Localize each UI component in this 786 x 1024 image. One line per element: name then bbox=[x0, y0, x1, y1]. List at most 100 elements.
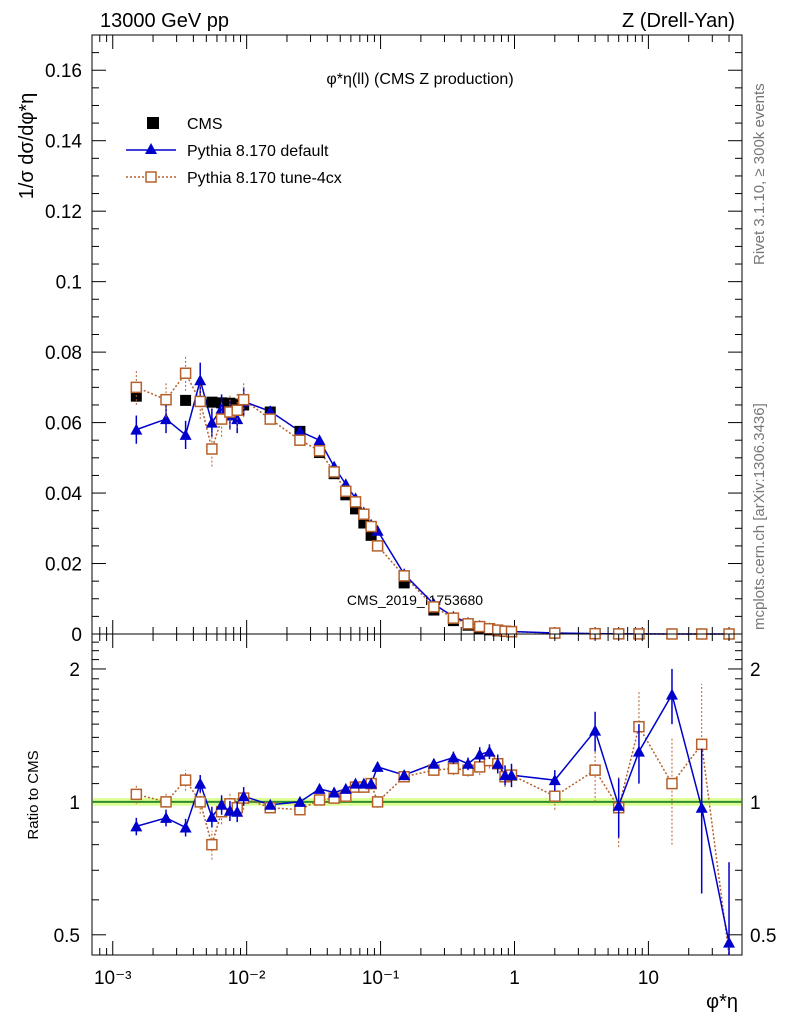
ratio-default-point bbox=[215, 798, 228, 810]
main-panel: 0 0.02 0.04 0.06 0.08 0.1 0.12 0.14 0.16 1/σ dσ/… bbox=[16, 34, 743, 646]
x-tick-labels: 10⁻³ 10⁻² 10⁻¹ 1 10 bbox=[94, 968, 659, 989]
legend: CMS Pythia 8.170 default Pythia 8.170 tu… bbox=[126, 116, 342, 187]
ratio-default-point bbox=[205, 810, 218, 822]
ratio-tune-point bbox=[313, 794, 326, 806]
tune-point bbox=[294, 434, 306, 446]
ratio-default-point bbox=[695, 801, 708, 813]
ratio-default-point bbox=[237, 790, 250, 802]
ratio-default-point bbox=[328, 786, 341, 798]
tune-point bbox=[340, 485, 352, 498]
ratio-default-point bbox=[371, 760, 384, 772]
tune-point bbox=[231, 404, 243, 417]
ratio-default-point bbox=[632, 745, 645, 757]
y-tick-label-main: 0.12 bbox=[45, 202, 82, 223]
y-tick-label-ratio-right: 2 bbox=[750, 660, 761, 681]
legend-marker-tune bbox=[145, 171, 157, 183]
ratio-default-point bbox=[427, 757, 440, 769]
ratio-default-point bbox=[231, 805, 244, 817]
y-tick-label-ratio-right: 1 bbox=[750, 793, 761, 814]
ratio-tune-point bbox=[695, 738, 708, 751]
y-tick-label-main: 0.02 bbox=[45, 555, 82, 576]
ratio-tune-point bbox=[666, 777, 678, 790]
cms-point bbox=[358, 517, 370, 529]
ratio-tune-point bbox=[473, 761, 486, 773]
legend-label-cms: CMS bbox=[187, 116, 223, 133]
default-point bbox=[194, 374, 207, 386]
ratio-default-point bbox=[264, 798, 277, 810]
main-axis-ticks bbox=[91, 34, 743, 635]
header-right: Z (Drell-Yan) bbox=[622, 10, 735, 32]
tune-point bbox=[365, 520, 377, 533]
default-point bbox=[371, 524, 384, 536]
y-tick-label-main: 0.06 bbox=[45, 414, 82, 435]
y-tick-label-main: 0.14 bbox=[45, 132, 82, 153]
cms-point bbox=[231, 398, 243, 410]
tune-point bbox=[371, 540, 384, 552]
ratio-default-point bbox=[313, 782, 326, 794]
y-tick-label-ratio: 1 bbox=[69, 793, 80, 814]
tune-point bbox=[215, 413, 228, 425]
y-tick-label-main: 0.04 bbox=[45, 484, 82, 505]
ratio-tune-point bbox=[371, 796, 384, 808]
main-y-tick-labels: 0 0.02 0.04 0.06 0.08 0.1 0.12 0.14 0.16 bbox=[45, 61, 82, 646]
tune-point bbox=[328, 466, 340, 478]
tune-point bbox=[206, 443, 218, 455]
ratio-default-point bbox=[665, 688, 678, 700]
cms-point bbox=[350, 503, 362, 515]
ratio-tune-point bbox=[206, 838, 218, 851]
ratio-default-point bbox=[160, 811, 173, 823]
ratio-default-point bbox=[194, 777, 207, 789]
ratio-axis-ticks bbox=[91, 633, 743, 955]
ratio-tune-point bbox=[130, 788, 143, 801]
legend-label-default: Pythia 8.170 default bbox=[187, 143, 329, 160]
cms-point bbox=[180, 394, 192, 406]
default-point bbox=[179, 428, 192, 440]
ratio-default-point bbox=[505, 769, 518, 781]
ratio-default-point bbox=[491, 757, 504, 769]
y-tick-label-main: 0.08 bbox=[45, 343, 82, 364]
y-tick-label-main: 0 bbox=[71, 625, 82, 646]
ratio-default-point bbox=[223, 804, 236, 816]
x-tick-label: 1 bbox=[509, 968, 520, 989]
tune-point bbox=[447, 612, 460, 624]
ratio-tune-point bbox=[589, 764, 601, 776]
tune-point bbox=[358, 508, 370, 520]
tune-point bbox=[505, 625, 518, 638]
ratio-tune-point bbox=[194, 796, 206, 808]
x-tick-label: 10⁻² bbox=[228, 968, 266, 989]
analysis-watermark: CMS_2019_I1753680 bbox=[347, 592, 483, 608]
tune-point bbox=[313, 445, 326, 457]
mcplots-source-label: mcplots.cern.ch [arXiv:1306.3436] bbox=[751, 403, 768, 630]
x-axis-label: φ*η bbox=[706, 991, 738, 1013]
ratio-tune-point bbox=[447, 762, 460, 775]
tune-point bbox=[179, 367, 192, 380]
y-tick-label-ratio-right: 0.5 bbox=[750, 926, 776, 947]
main-y-axis-label: 1/σ dσ/dφ*η bbox=[16, 93, 38, 200]
tune-point bbox=[237, 393, 250, 406]
x-tick-label: 10⁻¹ bbox=[362, 968, 400, 989]
x-tick-label: 10⁻³ bbox=[94, 968, 132, 989]
ratio-default-point bbox=[130, 820, 143, 832]
ratio-default-point bbox=[447, 751, 460, 763]
default-point bbox=[205, 416, 218, 428]
ratio-default-point bbox=[349, 777, 362, 789]
default-point bbox=[293, 425, 306, 437]
tune-point bbox=[160, 393, 172, 406]
legend-marker-default bbox=[145, 143, 157, 154]
ratio-y-axis-label: Ratio to CMS bbox=[25, 750, 42, 839]
default-point bbox=[160, 413, 173, 425]
tune-point bbox=[264, 413, 276, 425]
ratio-default-point bbox=[179, 821, 192, 833]
ratio-default-point bbox=[612, 799, 625, 811]
legend-marker-cms bbox=[147, 117, 159, 129]
ratio-tune-point bbox=[549, 790, 561, 802]
ratio-default-point bbox=[723, 936, 736, 948]
tune-point bbox=[194, 395, 206, 408]
ratio-default-point bbox=[339, 782, 352, 794]
rivet-version-label: Rivet 3.1.10, ≥ 300k events bbox=[751, 83, 768, 265]
legend-label-tune: Pythia 8.170 tune-4cx bbox=[187, 170, 342, 187]
default-point bbox=[313, 434, 326, 446]
ratio-tune-point bbox=[160, 796, 172, 808]
ratio-default-point bbox=[365, 777, 378, 789]
